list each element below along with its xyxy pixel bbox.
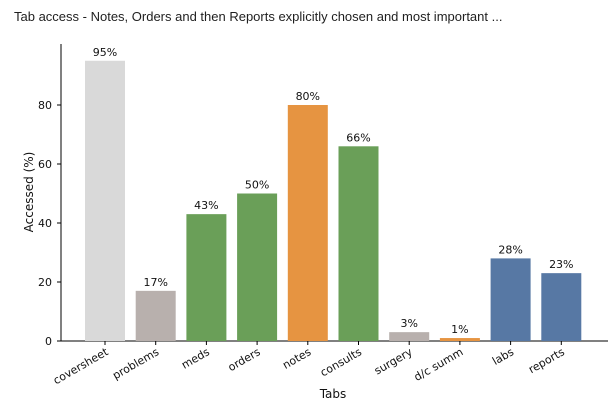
y-tick-label: 20 xyxy=(38,276,52,289)
bar-meds xyxy=(186,214,227,341)
bar-value-label: 80% xyxy=(296,90,320,103)
bar-surgery xyxy=(389,332,430,341)
bar-value-label: 95% xyxy=(93,46,117,59)
bar-value-label: 17% xyxy=(143,276,167,289)
x-tick-label: reports xyxy=(526,345,567,376)
bar-problems xyxy=(135,290,176,341)
bar-value-label: 1% xyxy=(451,323,468,336)
chart-title: Tab access - Notes, Orders and then Repo… xyxy=(14,9,503,24)
bar-consults xyxy=(338,146,379,341)
x-tick-label: consults xyxy=(318,345,364,379)
bar-labs xyxy=(490,258,531,341)
y-axis-label: Accessed (%) xyxy=(22,152,36,233)
y-tick-label: 60 xyxy=(38,158,52,171)
bar-notes xyxy=(287,105,328,341)
bar-value-label: 3% xyxy=(400,317,417,330)
y-tick-label: 0 xyxy=(45,335,52,348)
y-ticks: 0 20 40 60 80 xyxy=(38,99,61,348)
bar-value-label: 50% xyxy=(245,179,269,192)
bar-d-c-summ xyxy=(439,338,480,341)
bar-orders xyxy=(237,193,278,341)
x-tick-label: coversheet xyxy=(51,345,111,387)
bar-value-label: 23% xyxy=(549,258,573,271)
value-labels: 95% 17% 43% 50% 80% 66% 3% 1% 28% 23% xyxy=(93,46,574,336)
x-tick-label: notes xyxy=(280,345,313,372)
x-ticks: coversheet problems meds orders notes consult… xyxy=(51,341,567,387)
bar-reports xyxy=(541,273,582,341)
x-tick-label: problems xyxy=(110,345,161,382)
x-tick-label: meds xyxy=(179,345,212,371)
y-tick-label: 80 xyxy=(38,99,52,112)
x-tick-label: labs xyxy=(490,345,516,368)
bars xyxy=(85,60,582,341)
bar-value-label: 43% xyxy=(194,199,218,212)
bar-value-label: 28% xyxy=(498,243,522,256)
y-tick-label: 40 xyxy=(38,217,52,230)
x-tick-label: d/c summ xyxy=(412,345,466,383)
x-tick-label: orders xyxy=(226,345,263,374)
bar-coversheet xyxy=(85,60,125,341)
bar-value-label: 66% xyxy=(346,131,370,144)
x-tick-label: surgery xyxy=(372,345,415,377)
x-axis-label: Tabs xyxy=(319,387,347,401)
